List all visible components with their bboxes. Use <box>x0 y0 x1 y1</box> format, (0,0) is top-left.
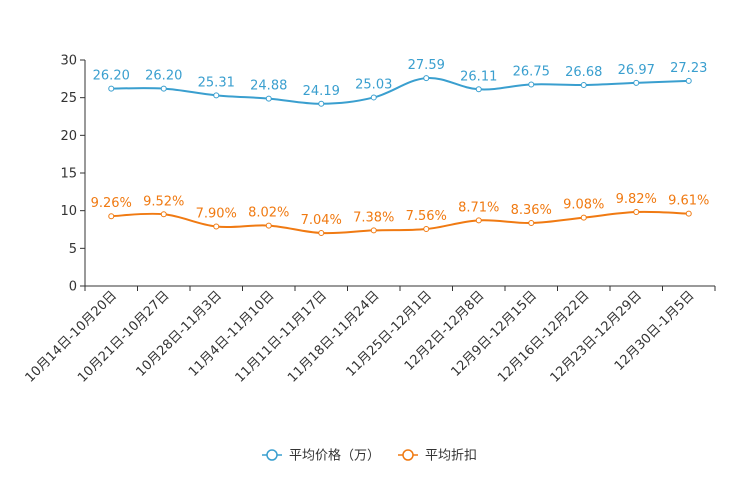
data-label: 7.56% <box>406 209 447 224</box>
data-point <box>266 96 271 101</box>
data-label: 26.20 <box>93 69 130 84</box>
y-tick-label: 5 <box>69 242 77 257</box>
data-point <box>109 86 114 91</box>
x-tick-label: 10月14日-10月20日 <box>23 288 120 385</box>
data-label: 9.08% <box>563 198 604 213</box>
data-label: 26.11 <box>460 69 497 84</box>
data-point <box>371 228 376 233</box>
x-tick-label: 11月11日-11月17日 <box>233 288 330 385</box>
data-label: 8.02% <box>248 206 289 221</box>
data-label: 9.26% <box>91 196 132 211</box>
data-label: 24.19 <box>303 84 340 99</box>
data-label: 25.03 <box>355 77 392 92</box>
x-tick-label: 12月16日-12月22日 <box>495 288 592 385</box>
data-point <box>686 78 691 83</box>
data-point <box>529 82 534 87</box>
data-point <box>476 87 481 92</box>
legend-item-1[interactable]: 平均价格（万） <box>262 448 380 464</box>
chart-series: 26.20 26.20 25.31 24.88 24.19 25.03 27.59 26.11… <box>91 58 710 235</box>
data-point <box>581 215 586 220</box>
data-label: 7.90% <box>196 206 237 221</box>
x-tick-label: 10月21日-10月27日 <box>75 288 172 385</box>
line-chart: 05101520253010月14日-10月20日10月21日-10月27日10… <box>0 0 744 496</box>
data-point <box>214 224 219 229</box>
data-point <box>319 230 324 235</box>
data-label: 9.61% <box>668 194 709 209</box>
data-label: 7.04% <box>301 213 342 228</box>
data-point <box>529 221 534 226</box>
y-tick-label: 25 <box>60 91 77 106</box>
series-1: 26.20 26.20 25.31 24.88 24.19 25.03 27.59 26.11… <box>93 58 708 106</box>
data-label: 8.36% <box>511 203 552 218</box>
data-label: 24.88 <box>250 79 287 94</box>
data-label: 9.82% <box>616 192 657 207</box>
legend-label: 平均折扣 <box>425 449 477 464</box>
y-tick-label: 10 <box>60 204 77 219</box>
data-point <box>581 83 586 88</box>
y-tick-label: 30 <box>60 54 77 69</box>
y-tick-label: 0 <box>69 280 77 295</box>
data-point <box>424 227 429 232</box>
data-label: 26.20 <box>145 69 182 84</box>
data-label: 25.31 <box>198 75 235 90</box>
legend-label: 平均价格（万） <box>289 448 380 464</box>
data-label: 8.71% <box>458 200 499 215</box>
data-point <box>424 76 429 81</box>
data-point <box>319 101 324 106</box>
data-point <box>476 218 481 223</box>
data-label: 7.38% <box>353 210 394 225</box>
data-point <box>109 214 114 219</box>
chart-legend[interactable]: 平均价格（万） 平均折扣 <box>262 448 477 464</box>
x-tick-label: 11月18日-11月24日 <box>285 288 382 385</box>
data-point <box>266 223 271 228</box>
data-label: 26.97 <box>618 63 655 78</box>
data-point <box>371 95 376 100</box>
data-label: 27.59 <box>408 58 445 73</box>
data-point <box>161 86 166 91</box>
data-label: 9.52% <box>143 194 184 209</box>
data-point <box>634 80 639 85</box>
x-tick-label: 12月23日-12月29日 <box>548 288 645 385</box>
data-point <box>161 212 166 217</box>
legend-marker <box>403 450 413 460</box>
data-label: 26.68 <box>565 65 602 80</box>
data-point <box>634 210 639 215</box>
data-label: 26.75 <box>513 64 550 79</box>
data-label: 27.23 <box>670 61 707 76</box>
y-tick-label: 15 <box>60 167 77 182</box>
y-tick-label: 20 <box>60 129 77 144</box>
data-point <box>214 93 219 98</box>
legend-marker <box>267 450 277 460</box>
legend-item-2[interactable]: 平均折扣 <box>398 449 477 464</box>
series-2: 9.26% 9.52% 7.90% 8.02% 7.04% 7.38% 7.56% 8.71%… <box>91 192 710 235</box>
data-point <box>686 211 691 216</box>
